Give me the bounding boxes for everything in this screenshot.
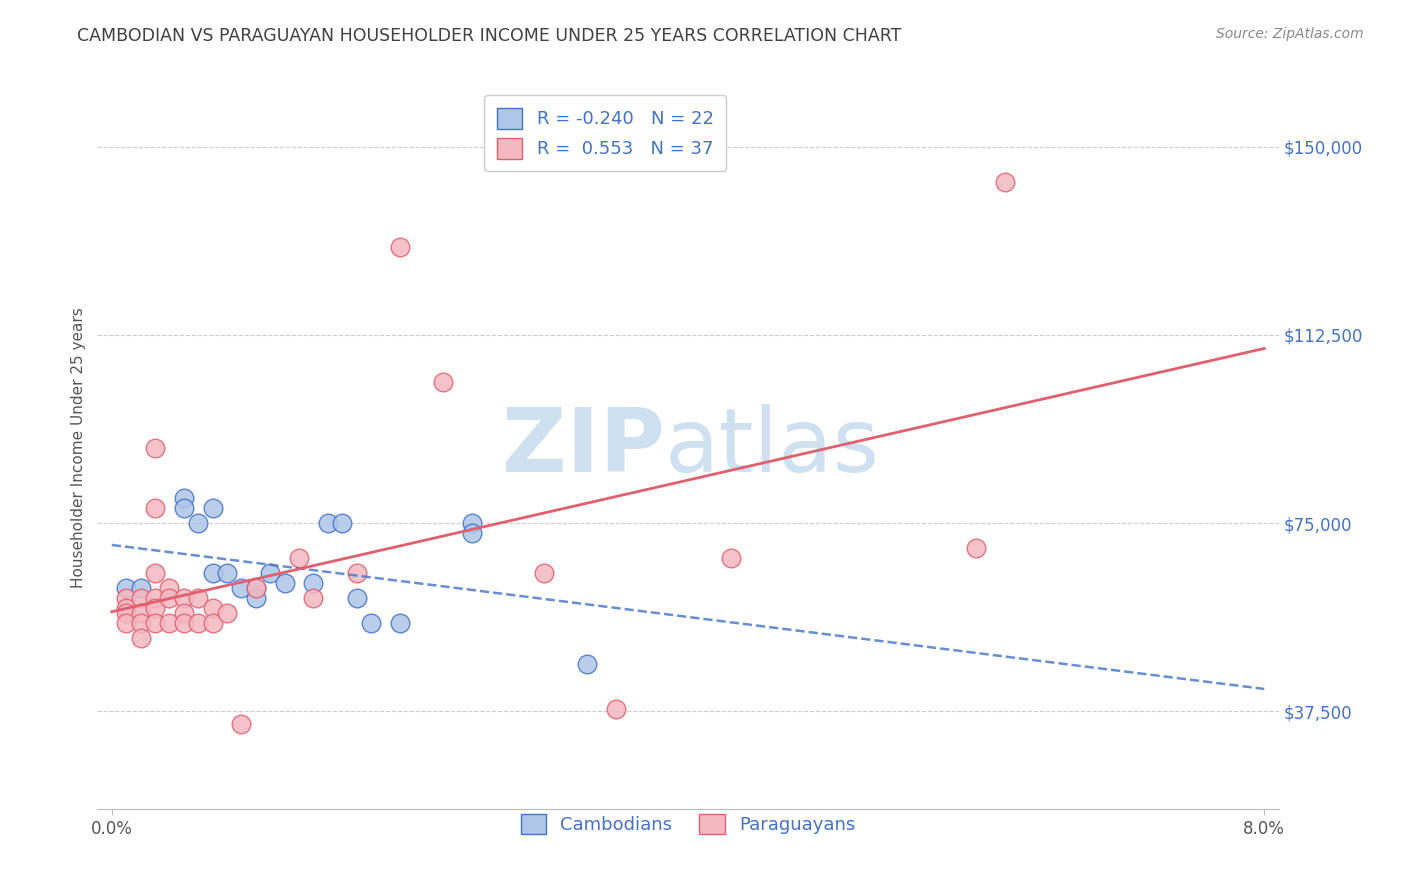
Point — [115, 616, 138, 631]
Point — [201, 566, 224, 581]
Text: ZIP: ZIP — [502, 404, 665, 491]
Point — [461, 526, 484, 541]
Point — [129, 607, 152, 621]
Point — [157, 591, 180, 606]
Point — [302, 576, 325, 591]
Point — [187, 616, 209, 631]
Point — [346, 591, 368, 606]
Point — [143, 500, 166, 515]
Point — [173, 591, 195, 606]
Point — [115, 591, 138, 606]
Point — [143, 616, 166, 631]
Point — [143, 566, 166, 581]
Point — [245, 582, 267, 596]
Point — [432, 376, 454, 390]
Point — [157, 582, 180, 596]
Point — [173, 500, 195, 515]
Point — [173, 607, 195, 621]
Point — [187, 591, 209, 606]
Point — [129, 632, 152, 646]
Point — [576, 657, 599, 671]
Point — [965, 541, 987, 556]
Text: Source: ZipAtlas.com: Source: ZipAtlas.com — [1216, 27, 1364, 41]
Point — [388, 240, 411, 254]
Point — [302, 591, 325, 606]
Point — [129, 591, 152, 606]
Point — [143, 591, 166, 606]
Point — [115, 607, 138, 621]
Point — [259, 566, 281, 581]
Point — [994, 175, 1017, 189]
Text: atlas: atlas — [665, 404, 880, 491]
Y-axis label: Householder Income Under 25 years: Householder Income Under 25 years — [72, 308, 86, 588]
Point — [157, 616, 180, 631]
Point — [187, 516, 209, 530]
Point — [388, 616, 411, 631]
Legend: Cambodians, Paraguayans: Cambodians, Paraguayans — [512, 805, 865, 844]
Text: CAMBODIAN VS PARAGUAYAN HOUSEHOLDER INCOME UNDER 25 YEARS CORRELATION CHART: CAMBODIAN VS PARAGUAYAN HOUSEHOLDER INCO… — [77, 27, 901, 45]
Point — [143, 601, 166, 615]
Point — [173, 491, 195, 505]
Point — [273, 576, 295, 591]
Point — [288, 551, 311, 566]
Point — [201, 500, 224, 515]
Point — [245, 582, 267, 596]
Point — [201, 616, 224, 631]
Point — [129, 582, 152, 596]
Point — [201, 601, 224, 615]
Point — [173, 616, 195, 631]
Point — [245, 591, 267, 606]
Point — [330, 516, 353, 530]
Point — [215, 566, 238, 581]
Point — [461, 516, 484, 530]
Point — [231, 716, 253, 731]
Point — [346, 566, 368, 581]
Point — [215, 607, 238, 621]
Point — [115, 601, 138, 615]
Point — [316, 516, 339, 530]
Point — [605, 702, 627, 716]
Point — [360, 616, 382, 631]
Point — [533, 566, 555, 581]
Point — [231, 582, 253, 596]
Point — [143, 441, 166, 455]
Point — [720, 551, 742, 566]
Point — [129, 616, 152, 631]
Point — [115, 582, 138, 596]
